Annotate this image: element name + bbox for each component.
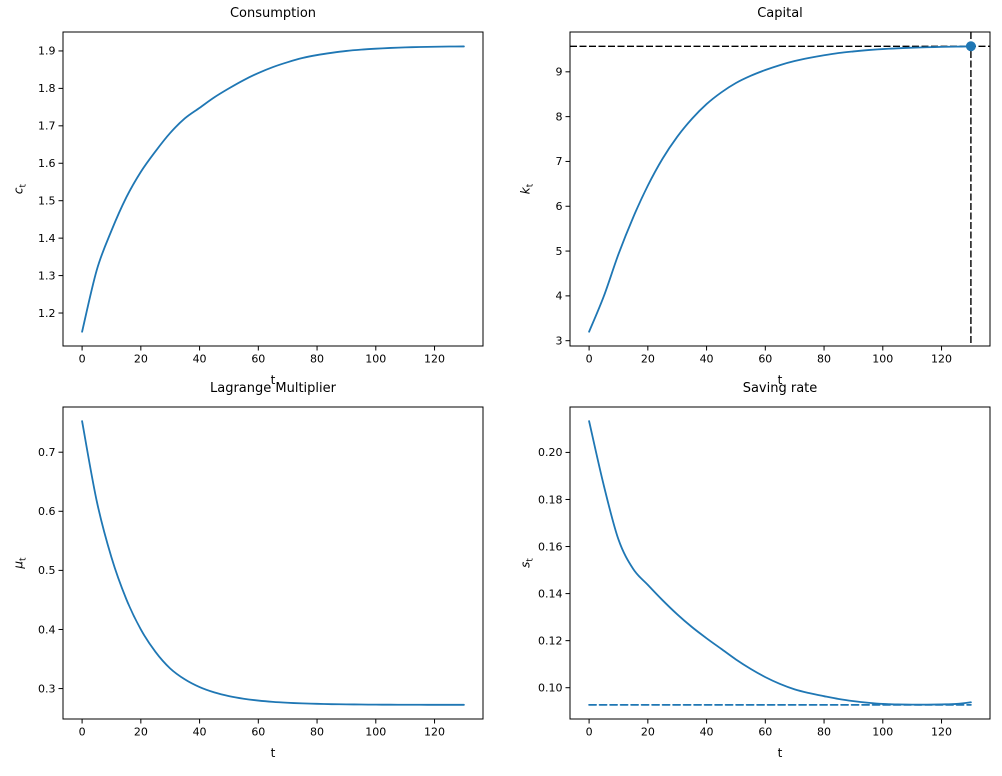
y-tick-label: 0.18 (538, 493, 563, 506)
x-tick-label: 60 (251, 353, 265, 366)
x-tick-label: 0 (586, 353, 593, 366)
y-tick-label: 0.10 (538, 682, 563, 695)
saving-rate-ylabel: st (518, 558, 536, 568)
y-tick-label: 0.4 (38, 623, 56, 636)
x-tick-label: 120 (424, 726, 445, 739)
lagrange-multiplier-title: Lagrange Multiplier (210, 381, 336, 396)
saving-rate-path (588, 420, 972, 706)
plot-spines (569, 31, 991, 347)
consumption-axes: 0 20 40 60 80 100 120 1.2 1.3 1.4 1.5 1.6 1.7 1.8 1.9 (38, 31, 484, 366)
terminal-capital-marker (965, 41, 976, 52)
lagrange-multiplier-ylabel: μt (11, 557, 29, 569)
x-tick-label: 100 (365, 353, 386, 366)
plot-spines (62, 406, 484, 720)
plot-spines (569, 406, 991, 720)
x-tick-label: 0 (79, 726, 86, 739)
y-tick-label: 0.3 (38, 682, 56, 695)
x-tick-label: 40 (193, 353, 207, 366)
y-tick-label: 1.8 (38, 82, 56, 95)
x-tick-label: 80 (310, 726, 324, 739)
x-tick-label: 100 (365, 726, 386, 739)
y-tick-label: 0.20 (538, 446, 563, 459)
x-tick-label: 80 (817, 726, 831, 739)
y-tick-label: 7 (556, 155, 563, 168)
x-tick-label: 20 (134, 726, 148, 739)
lagrange-path (81, 420, 465, 706)
x-tick-label: 80 (310, 353, 324, 366)
y-tick-label: 1.5 (38, 194, 56, 207)
consumption-title: Consumption (229, 6, 317, 21)
y-tick-label: 0.7 (38, 446, 56, 459)
y-tick-label: 6 (556, 200, 563, 213)
saving-rate-xlabel: t (777, 746, 783, 760)
capital-path (588, 45, 972, 333)
saving-rate-axes: 0 20 40 60 80 100 120 0.10 0.12 0.14 0.16 0.18 0.20 (538, 406, 991, 739)
x-tick-label: 60 (758, 726, 772, 739)
y-tick-label: 1.4 (38, 232, 56, 245)
y-tick-label: 1.6 (38, 157, 56, 170)
x-tick-label: 80 (817, 353, 831, 366)
lagrange-multiplier-axes: 0 20 40 60 80 100 120 0.3 0.4 0.5 0.6 0.7 (38, 406, 484, 739)
x-tick-label: 20 (134, 353, 148, 366)
x-tick-label: 20 (641, 353, 655, 366)
y-tick-label: 8 (556, 110, 563, 123)
consumption-path (81, 45, 465, 333)
y-tick-label: 0.12 (538, 634, 563, 647)
y-tick-label: 1.9 (38, 45, 56, 58)
saving-rate-title: Saving rate (742, 381, 818, 396)
y-tick-label: 0.16 (538, 540, 563, 553)
lagrange-multiplier-xlabel: t (270, 746, 276, 760)
x-tick-label: 40 (700, 726, 714, 739)
y-tick-label: 1.7 (38, 120, 56, 133)
x-tick-label: 20 (641, 726, 655, 739)
x-tick-label: 120 (931, 353, 952, 366)
x-tick-label: 40 (193, 726, 207, 739)
capital-ylabel: kt (518, 183, 536, 195)
x-tick-label: 120 (931, 726, 952, 739)
consumption-xlabel: t (270, 373, 276, 387)
x-tick-label: 120 (424, 353, 445, 366)
capital-xlabel: t (777, 373, 783, 387)
y-tick-label: 0.14 (538, 587, 563, 600)
x-tick-label: 100 (872, 726, 893, 739)
y-tick-label: 0.5 (38, 564, 56, 577)
x-tick-label: 60 (251, 726, 265, 739)
y-tick-label: 5 (556, 245, 563, 258)
capital-title: Capital (757, 6, 803, 21)
x-tick-label: 100 (872, 353, 893, 366)
y-tick-label: 4 (556, 290, 563, 303)
y-tick-label: 1.2 (38, 307, 56, 320)
x-tick-label: 60 (758, 353, 772, 366)
consumption-ylabel: ct (11, 183, 29, 195)
x-tick-label: 40 (700, 353, 714, 366)
x-tick-label: 0 (79, 353, 86, 366)
y-tick-label: 0.6 (38, 505, 56, 518)
y-tick-label: 3 (556, 334, 563, 347)
x-tick-label: 0 (586, 726, 593, 739)
y-tick-label: 1.3 (38, 269, 56, 282)
plot-spines (62, 31, 484, 347)
capital-axes: 0 20 40 60 80 100 120 3 4 5 6 7 8 9 (556, 31, 991, 366)
y-tick-label: 9 (556, 66, 563, 79)
